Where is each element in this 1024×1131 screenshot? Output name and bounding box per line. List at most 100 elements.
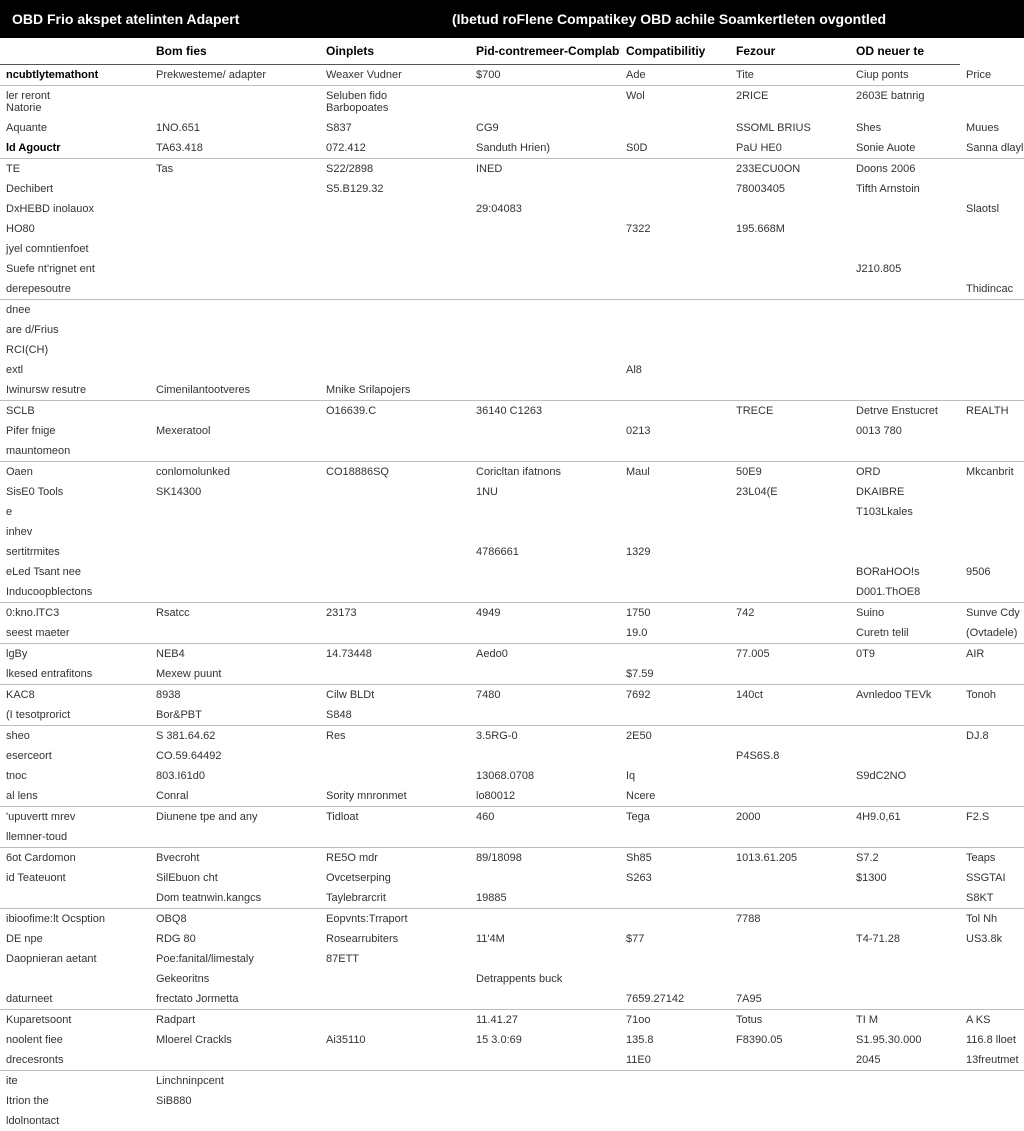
table-cell	[960, 664, 1024, 685]
table-cell	[960, 239, 1024, 259]
table-cell	[960, 989, 1024, 1010]
table-cell	[850, 827, 960, 848]
table-cell	[850, 380, 960, 401]
table-cell	[730, 664, 850, 685]
table-row: KAC88938Cilw BLDt74807692140ctAvnledoo T…	[0, 685, 1024, 706]
table-cell: S 381.64.62	[150, 726, 320, 747]
table-cell	[320, 502, 470, 522]
table-cell: Gekeoritns	[150, 969, 320, 989]
table-row: InducoopblectonsD001.ThOE8	[0, 582, 1024, 603]
table-cell: HO80	[0, 219, 150, 239]
table-cell: 29:04083	[470, 199, 620, 219]
table-cell: Sh85	[620, 848, 730, 869]
table-cell: 13freutmet	[960, 1050, 1024, 1071]
table-cell	[850, 888, 960, 909]
table-row: al lensConralSority mnronmetlo80012Ncere	[0, 786, 1024, 807]
table-cell	[620, 705, 730, 726]
table-cell	[470, 300, 620, 321]
table-row: (I tesotprorictBor&PBTS848	[0, 705, 1024, 726]
table-cell	[850, 989, 960, 1010]
table-cell	[470, 421, 620, 441]
table-cell	[850, 542, 960, 562]
table-cell	[850, 320, 960, 340]
table-cell: daturneet	[0, 989, 150, 1010]
table-cell: Shes	[850, 118, 960, 138]
table-cell: Dechibert	[0, 179, 150, 199]
table-cell: REALTH	[960, 401, 1024, 422]
table-cell	[470, 380, 620, 401]
table-row: OaenconlomolunkedCO18886SQCoricltan ifat…	[0, 462, 1024, 483]
table-cell	[320, 1050, 470, 1071]
table-cell	[960, 827, 1024, 848]
table-cell: Mnike Srilapojers	[320, 380, 470, 401]
table-cell: S9dC2NO	[850, 766, 960, 786]
table-cell: RCI(CH)	[0, 340, 150, 360]
table-cell: frectato Jormetta	[150, 989, 320, 1010]
table-cell	[150, 259, 320, 279]
table-cell: AIR	[960, 644, 1024, 665]
table-cell	[730, 888, 850, 909]
table-cell	[850, 1071, 960, 1092]
table-row: dnee	[0, 300, 1024, 321]
table-cell: e	[0, 502, 150, 522]
table-cell: 71oo	[620, 1010, 730, 1031]
table-cell: 7659.27142	[620, 989, 730, 1010]
table-row: id TeateuontSilEbuon chtOvcetserpingS263…	[0, 868, 1024, 888]
table-cell	[470, 664, 620, 685]
table-cell	[850, 786, 960, 807]
table-cell: 23173	[320, 603, 470, 624]
table-row: drecesronts11E0204513freutmet	[0, 1050, 1024, 1071]
table-cell: Cilw BLDt	[320, 685, 470, 706]
table-cell: extl	[0, 360, 150, 380]
table-cell	[470, 441, 620, 462]
table-cell	[320, 969, 470, 989]
table-cell: Iwinursw resutre	[0, 380, 150, 401]
table-row: sheoS 381.64.62Res3.5RG-02E50DJ.8	[0, 726, 1024, 747]
table-cell	[730, 827, 850, 848]
table-cell	[960, 766, 1024, 786]
table-cell: Aedo0	[470, 644, 620, 665]
table-cell: 4786661	[470, 542, 620, 562]
column-header: OD neuer te	[850, 38, 960, 65]
table-cell: 116.8 lloet	[960, 1030, 1024, 1050]
table-cell: 11'4M	[470, 929, 620, 949]
table-cell: sertitrmites	[0, 542, 150, 562]
column-header: Bom fies	[150, 38, 320, 65]
table-row: Iwinursw resutreCimenilantootveresMnike …	[0, 380, 1024, 401]
table-cell	[470, 502, 620, 522]
table-cell: Diunene tpe and any	[150, 807, 320, 828]
table-cell: Curetn telil	[850, 623, 960, 644]
table-cell	[320, 482, 470, 502]
table-cell	[470, 1071, 620, 1092]
table-row: ld AgouctrTA63.418072.412Sanduth Hrien)S…	[0, 138, 1024, 159]
column-header	[0, 38, 150, 65]
table-cell	[150, 522, 320, 542]
table-cell: 135.8	[620, 1030, 730, 1050]
table-cell	[470, 179, 620, 199]
table-cell	[730, 421, 850, 441]
table-cell	[150, 360, 320, 380]
table-cell	[320, 300, 470, 321]
table-cell: DE npe	[0, 929, 150, 949]
table-cell: Tidloat	[320, 807, 470, 828]
table-cell: Conral	[150, 786, 320, 807]
table-cell	[960, 786, 1024, 807]
table-cell	[960, 1071, 1024, 1092]
table-cell: SilEbuon cht	[150, 868, 320, 888]
table-cell	[0, 888, 150, 909]
table-cell: noolent fiee	[0, 1030, 150, 1050]
table-cell: Sonie Auote	[850, 138, 960, 159]
table-cell	[620, 482, 730, 502]
table-cell	[850, 949, 960, 969]
table-cell	[150, 239, 320, 259]
table-cell	[620, 259, 730, 279]
table-cell	[620, 1091, 730, 1111]
table-cell	[960, 502, 1024, 522]
table-cell: derepesoutre	[0, 279, 150, 300]
table-cell	[470, 562, 620, 582]
table-cell	[150, 827, 320, 848]
table-cell: 233ECU0ON	[730, 159, 850, 180]
table-cell: 7480	[470, 685, 620, 706]
table-cell	[620, 300, 730, 321]
table-row: KuparetsoontRadpart11.41.2771ooTotusTI M…	[0, 1010, 1024, 1031]
